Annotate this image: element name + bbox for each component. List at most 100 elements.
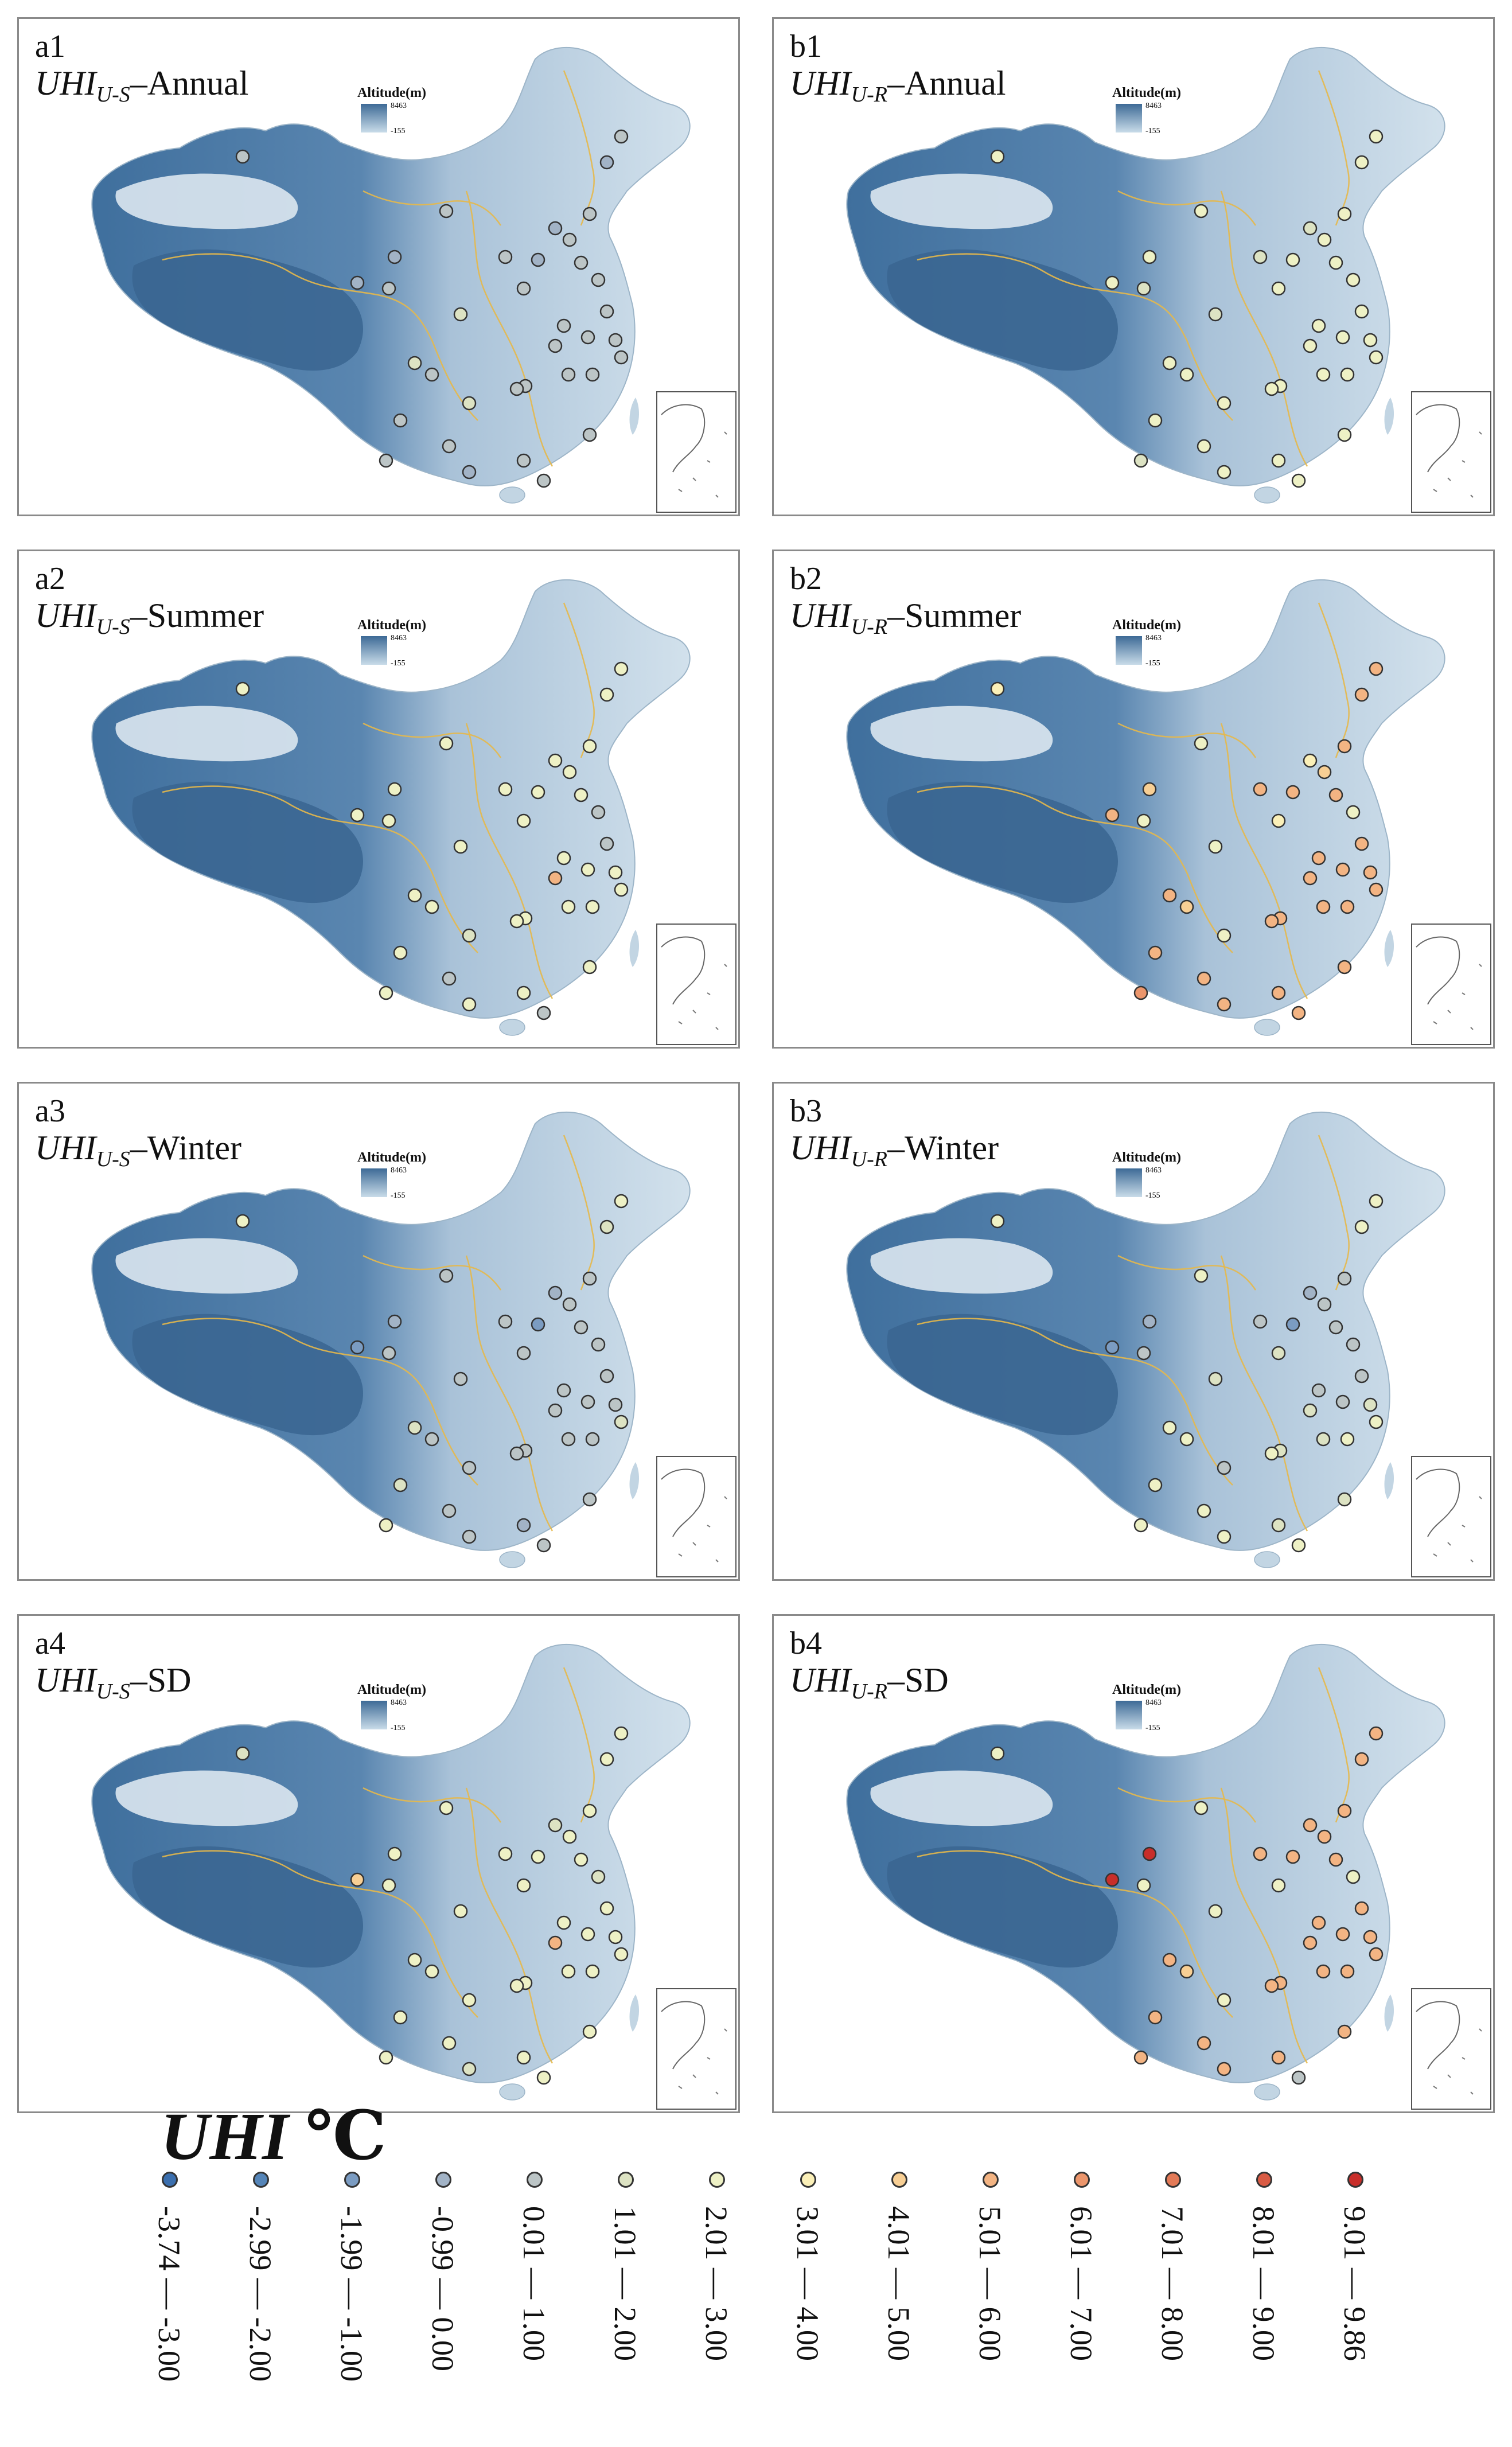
station-dot <box>599 1901 614 1916</box>
panel-title: UHIU-S–Winter <box>35 1129 241 1178</box>
station-dot <box>1303 753 1318 768</box>
station-dot <box>1337 1803 1352 1818</box>
season-label: Annual <box>904 64 1006 102</box>
station-dot <box>462 2062 477 2076</box>
station-dot <box>1337 206 1352 221</box>
south-china-sea-inset <box>1411 391 1491 513</box>
station-dot <box>1162 888 1177 903</box>
station-dot <box>1133 985 1148 1000</box>
climate-zone-boundary <box>917 1850 1233 2018</box>
station-dot <box>1346 805 1361 820</box>
uhi-subscript: U-R <box>851 83 887 107</box>
station-dot <box>442 971 457 986</box>
china-map <box>91 1643 736 2110</box>
tarim-basin <box>115 706 298 762</box>
station-dot <box>1217 465 1232 480</box>
station-dot <box>531 252 545 267</box>
station-dot <box>1136 1878 1151 1893</box>
station-dot <box>1271 281 1286 296</box>
altitude-max: 8463 <box>391 1166 407 1175</box>
legend-label: 6.01 — 7.00 <box>1064 2206 1098 2361</box>
station-dot <box>235 1214 250 1229</box>
hainan-island <box>1254 1019 1280 1036</box>
station-dot <box>1148 413 1163 428</box>
station-dot <box>574 1852 589 1867</box>
station-dot <box>1253 782 1268 797</box>
station-dot <box>424 367 439 382</box>
station-dot <box>1369 882 1384 897</box>
station-dot <box>387 782 402 797</box>
title-dash: – <box>887 64 905 102</box>
station-dot <box>582 427 597 442</box>
station-dot <box>580 1394 595 1409</box>
uhi-subscript: U-S <box>96 1680 130 1704</box>
station-dot <box>1369 1726 1384 1741</box>
climate-zone-boundary <box>363 190 502 226</box>
station-dot <box>1271 1878 1286 1893</box>
station-dot <box>350 1872 365 1887</box>
panel-title: UHIU-R–Winter <box>790 1129 999 1178</box>
station-dot <box>1303 1285 1318 1300</box>
station-dot <box>1208 1371 1223 1386</box>
uhi-symbol: UHI <box>35 1129 96 1167</box>
climate-zone-boundary <box>363 1787 502 1823</box>
panel-title: UHIU-R–Summer <box>790 597 1021 645</box>
altitude-color-bar <box>1116 1701 1142 1729</box>
map-panel-a3: a3 UHIU-S–Winter Altitude(m) 8463 -155 <box>17 1082 740 1581</box>
panel-label: b4 <box>790 1626 822 1661</box>
station-dot <box>1335 1394 1350 1409</box>
station-dot <box>591 805 606 820</box>
climate-zone-boundary <box>1220 1787 1308 2064</box>
station-dot <box>1217 1993 1232 2008</box>
station-dot <box>990 149 1005 164</box>
station-dot <box>1179 1964 1194 1979</box>
legend-swatch <box>891 2172 907 2188</box>
legend-swatch <box>527 2172 543 2188</box>
station-dot <box>1317 1297 1332 1312</box>
station-dot <box>1142 1846 1157 1861</box>
legend-item: 3.01 — 4.00 <box>774 2172 843 2447</box>
altitude-legend-title: Altitude(m) <box>357 1150 426 1165</box>
station-dot <box>1328 1320 1343 1335</box>
altitude-legend: Altitude(m) 8463 -155 <box>1112 85 1227 154</box>
station-dot <box>582 1271 597 1286</box>
station-dot <box>1133 453 1148 468</box>
station-dot <box>556 318 571 333</box>
station-dot <box>1285 1317 1300 1332</box>
south-china-sea-inset <box>656 924 736 1045</box>
climate-zone-boundary <box>1117 722 1257 758</box>
station-dot <box>1264 1978 1279 1993</box>
altitude-legend-title: Altitude(m) <box>1112 1150 1181 1165</box>
legend-item: 7.01 — 8.00 <box>1139 2172 1207 2447</box>
station-dot <box>561 899 576 914</box>
taiwan-island <box>629 398 640 435</box>
station-markers <box>990 1194 1384 1553</box>
altitude-max: 8463 <box>1145 102 1162 110</box>
station-dot <box>1337 427 1352 442</box>
altitude-min: -155 <box>1145 127 1160 135</box>
station-dot <box>1363 1930 1378 1945</box>
panel-label: b3 <box>790 1093 822 1129</box>
station-dot <box>235 681 250 696</box>
station-dot <box>582 739 597 754</box>
altitude-min: -155 <box>391 659 406 668</box>
station-dot <box>1337 739 1352 754</box>
station-dot <box>1179 367 1194 382</box>
station-dot <box>561 367 576 382</box>
station-dot <box>1317 232 1332 247</box>
legend-label: 9.01 — 9.86 <box>1338 2206 1372 2361</box>
station-dot <box>562 765 577 780</box>
station-dot <box>407 888 422 903</box>
climate-zone-boundary <box>1220 1255 1308 1532</box>
climate-zone-boundary <box>465 723 554 999</box>
station-dot <box>379 2050 393 2065</box>
uhi-subscript: U-S <box>96 1147 130 1171</box>
legend-item: 5.01 — 6.00 <box>956 2172 1025 2447</box>
station-dot <box>1162 1420 1177 1435</box>
station-dot <box>235 1746 250 1761</box>
station-dot <box>498 1846 513 1861</box>
station-dot <box>1253 250 1268 264</box>
climate-zone-boundary <box>363 1254 502 1291</box>
season-label: Winter <box>904 1129 999 1167</box>
hainan-island <box>499 1019 525 1036</box>
